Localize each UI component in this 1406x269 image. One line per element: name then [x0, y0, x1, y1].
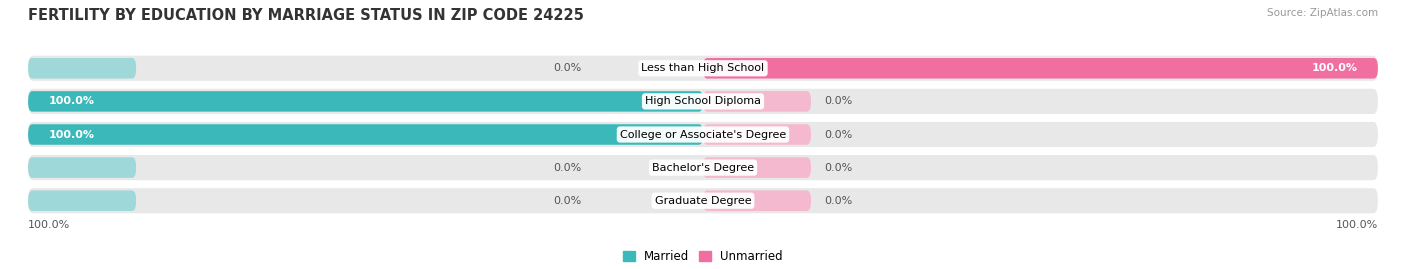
- Text: 0.0%: 0.0%: [824, 196, 852, 206]
- Text: Graduate Degree: Graduate Degree: [655, 196, 751, 206]
- Legend: Married, Unmarried: Married, Unmarried: [623, 250, 783, 263]
- FancyBboxPatch shape: [28, 124, 703, 145]
- FancyBboxPatch shape: [28, 188, 1378, 213]
- Text: 0.0%: 0.0%: [824, 129, 852, 140]
- FancyBboxPatch shape: [28, 58, 136, 79]
- Text: 100.0%: 100.0%: [48, 129, 94, 140]
- Text: 0.0%: 0.0%: [824, 96, 852, 107]
- Text: 0.0%: 0.0%: [554, 63, 582, 73]
- Text: 100.0%: 100.0%: [1336, 220, 1378, 229]
- Text: Source: ZipAtlas.com: Source: ZipAtlas.com: [1267, 8, 1378, 18]
- FancyBboxPatch shape: [28, 190, 136, 211]
- Text: Bachelor's Degree: Bachelor's Degree: [652, 162, 754, 173]
- Text: 100.0%: 100.0%: [1312, 63, 1358, 73]
- FancyBboxPatch shape: [28, 56, 1378, 81]
- Text: 0.0%: 0.0%: [824, 162, 852, 173]
- Text: College or Associate's Degree: College or Associate's Degree: [620, 129, 786, 140]
- Text: Less than High School: Less than High School: [641, 63, 765, 73]
- FancyBboxPatch shape: [28, 89, 1378, 114]
- Text: 100.0%: 100.0%: [28, 220, 70, 229]
- FancyBboxPatch shape: [703, 58, 1378, 79]
- FancyBboxPatch shape: [703, 124, 811, 145]
- FancyBboxPatch shape: [28, 157, 136, 178]
- Text: FERTILITY BY EDUCATION BY MARRIAGE STATUS IN ZIP CODE 24225: FERTILITY BY EDUCATION BY MARRIAGE STATU…: [28, 8, 583, 23]
- FancyBboxPatch shape: [703, 157, 811, 178]
- Text: 0.0%: 0.0%: [554, 162, 582, 173]
- Text: 100.0%: 100.0%: [48, 96, 94, 107]
- Text: High School Diploma: High School Diploma: [645, 96, 761, 107]
- FancyBboxPatch shape: [28, 155, 1378, 180]
- Text: 0.0%: 0.0%: [554, 196, 582, 206]
- FancyBboxPatch shape: [28, 122, 1378, 147]
- FancyBboxPatch shape: [28, 91, 703, 112]
- FancyBboxPatch shape: [703, 91, 811, 112]
- FancyBboxPatch shape: [703, 190, 811, 211]
